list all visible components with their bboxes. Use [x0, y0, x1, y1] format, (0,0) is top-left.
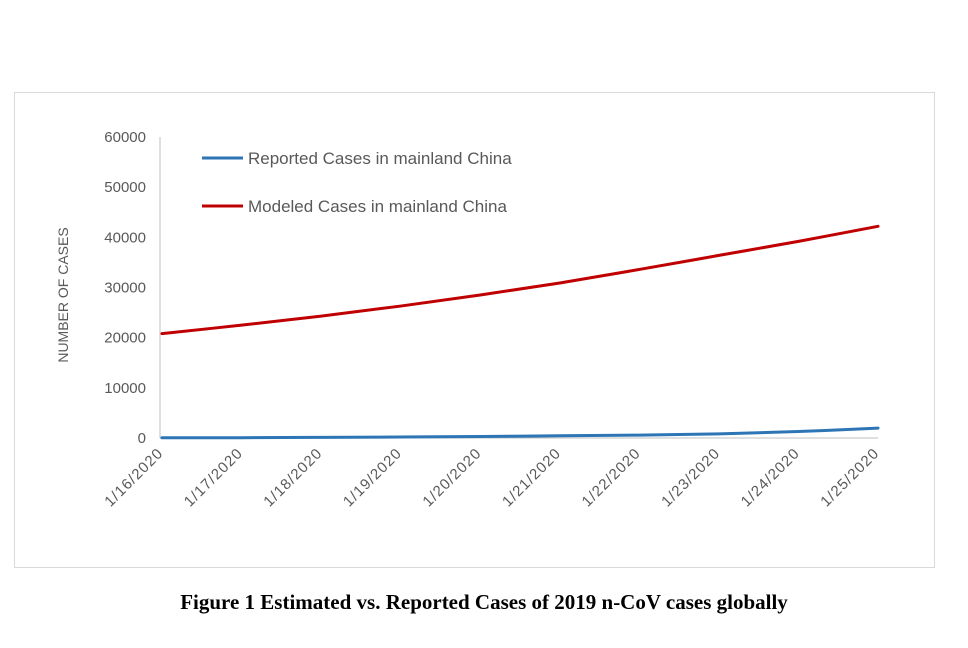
y-tick-label: 20000: [104, 330, 146, 347]
series-line-reported: [160, 426, 880, 440]
legend-label-modeled: Modeled Cases in mainland China: [248, 197, 507, 216]
x-tick-labels: 1/16/2020 1/17/2020 1/18/2020 1/19/2020 1/20…: [101, 445, 883, 511]
y-tick-label: 60000: [104, 129, 146, 146]
x-tick-label: 1/22/2020: [579, 445, 645, 511]
y-tick-label: 10000: [104, 380, 146, 397]
x-tick-label: 1/16/2020: [101, 445, 167, 511]
x-tick-label: 1/17/2020: [181, 445, 247, 511]
x-tick-label: 1/21/2020: [499, 445, 565, 511]
x-tick-label: 1/25/2020: [817, 445, 883, 511]
legend: Reported Cases in mainland China Modeled…: [202, 149, 512, 216]
x-tick-label: 1/24/2020: [738, 445, 804, 511]
x-tick-label: 1/19/2020: [340, 445, 406, 511]
figure-caption: Figure 1 Estimated vs. Reported Cases of…: [180, 590, 788, 614]
y-tick-label: 0: [138, 430, 146, 447]
y-tick-label: 40000: [104, 229, 146, 246]
series-lines: [160, 224, 880, 440]
y-tick-label: 30000: [104, 280, 146, 297]
y-tick-label: 50000: [104, 179, 146, 196]
x-tick-label: 1/18/2020: [260, 445, 326, 511]
x-tick-label: 1/23/2020: [658, 445, 724, 511]
series-line-modeled: [160, 224, 880, 336]
legend-label-reported: Reported Cases in mainland China: [248, 149, 512, 168]
y-tick-labels: 0 10000 20000 30000 40000 50000 60000: [104, 129, 146, 447]
y-axis-label: NUMBER OF CASES: [55, 227, 71, 362]
chart-frame: [14, 92, 935, 568]
x-tick-label: 1/20/2020: [419, 445, 485, 511]
line-chart: 0 10000 20000 30000 40000 50000 60000 1/16/202…: [55, 129, 883, 511]
